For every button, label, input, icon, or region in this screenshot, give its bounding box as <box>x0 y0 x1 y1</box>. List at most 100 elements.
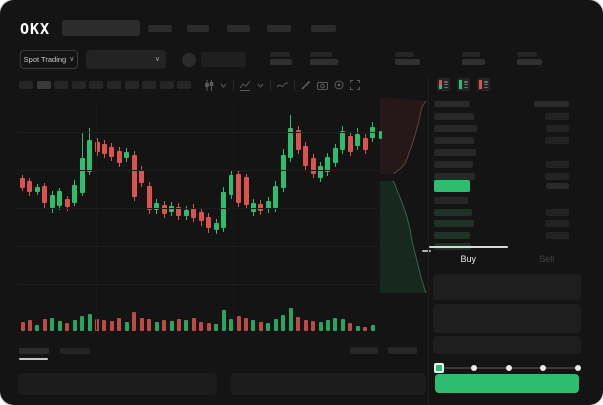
nav-item[interactable] <box>148 25 172 32</box>
candlestick-chart[interactable] <box>18 100 380 300</box>
sell-tab-label: Sell <box>539 254 555 264</box>
timeframe-button[interactable] <box>124 81 139 89</box>
slider-stop[interactable] <box>505 365 512 371</box>
chart-bottom-control[interactable] <box>388 347 417 354</box>
book-combined-icon[interactable] <box>437 78 450 91</box>
gridline <box>18 170 378 171</box>
search-input[interactable] <box>62 20 140 36</box>
nav-item[interactable] <box>187 25 209 32</box>
market-type-selector[interactable]: Spot Trading ∨ <box>20 50 78 69</box>
volume-bar <box>258 322 263 331</box>
chart-bottom-control[interactable] <box>350 347 378 354</box>
chart-bottom-tab[interactable] <box>60 348 90 354</box>
okx-logo: OKX <box>20 20 51 38</box>
candle-body <box>250 203 256 212</box>
candles-icon[interactable] <box>204 79 214 91</box>
timeframe-button[interactable] <box>107 81 121 89</box>
candle-body <box>280 155 286 188</box>
bottom-panel <box>230 373 426 395</box>
volume-bar <box>363 327 368 331</box>
nav-item[interactable] <box>267 25 291 32</box>
settings-icon[interactable] <box>334 80 344 90</box>
timeframe-button[interactable] <box>159 81 174 89</box>
expand-icon[interactable] <box>350 80 360 90</box>
line-type-icon[interactable] <box>277 81 288 89</box>
volume-bar <box>296 317 301 331</box>
buy-submit-button[interactable] <box>435 374 579 393</box>
nav-item[interactable] <box>227 25 250 32</box>
last-price-amount <box>546 183 569 189</box>
chevron-down-icon: ∨ <box>154 56 160 63</box>
trade-tabs: Buy Sell <box>429 246 587 271</box>
chart-bottom-tab[interactable] <box>19 348 49 354</box>
draw-icon[interactable] <box>301 80 311 90</box>
timeframe-button[interactable] <box>19 81 33 89</box>
slider-handle[interactable] <box>434 363 444 373</box>
volume-bar <box>355 326 360 331</box>
coin-icon <box>182 53 196 67</box>
timeframe-button[interactable] <box>54 81 69 89</box>
ask-row-amount <box>545 137 569 144</box>
bid-row-amount <box>546 231 569 239</box>
candle-body <box>206 217 212 228</box>
stat-value <box>395 59 420 65</box>
amount-input[interactable] <box>433 304 581 333</box>
order-book-panel: Buy Sell <box>428 75 603 405</box>
chevron-down-icon[interactable] <box>220 83 227 88</box>
tab-buy[interactable]: Buy <box>429 246 508 271</box>
gridline <box>18 284 378 285</box>
volume-bar <box>162 320 167 331</box>
volume-bar <box>214 324 219 331</box>
volume-bar <box>191 318 196 331</box>
volume-bar <box>311 321 316 331</box>
volume-bar <box>325 320 330 331</box>
candle-body <box>94 142 100 152</box>
last-price-bar <box>434 180 470 192</box>
slider-stop[interactable] <box>540 365 547 371</box>
total-input[interactable] <box>433 336 581 354</box>
volume-bar <box>348 323 353 331</box>
timeframe-button[interactable] <box>142 81 157 89</box>
bid-row-price <box>434 197 468 204</box>
candle-body <box>169 206 174 212</box>
slider-stop[interactable] <box>575 365 581 371</box>
active-tab-indicator <box>429 246 508 248</box>
book-bids-icon[interactable] <box>457 78 470 91</box>
volume-bar <box>251 320 256 331</box>
candle-body <box>221 192 227 228</box>
candle-body <box>79 158 85 193</box>
candle-body <box>27 181 33 192</box>
timeframe-button[interactable] <box>36 81 51 89</box>
candle-body <box>325 157 331 172</box>
candle-body <box>355 134 361 146</box>
volume-bar <box>20 322 25 331</box>
book-asks-icon[interactable] <box>477 78 490 91</box>
stat-value <box>517 59 542 65</box>
bid-row-price <box>434 208 472 216</box>
volume-bar <box>65 323 70 331</box>
slider-stop[interactable] <box>470 365 477 371</box>
price-input[interactable] <box>433 274 581 300</box>
timeframe-button[interactable] <box>177 81 192 89</box>
chevron-down-icon[interactable] <box>257 83 264 88</box>
volume-bar <box>303 320 308 331</box>
ask-row-price <box>434 137 474 144</box>
ask-row-price <box>434 113 474 120</box>
pair-selector[interactable]: ∨ <box>86 50 166 69</box>
ask-row-amount <box>545 173 569 180</box>
nav-item[interactable] <box>311 25 336 32</box>
timeframe-button[interactable] <box>89 81 104 89</box>
last-price-display <box>201 52 246 67</box>
candle-body <box>101 144 107 154</box>
stat-value <box>270 59 292 65</box>
volume-bar <box>206 323 211 331</box>
volume-bar <box>117 318 122 331</box>
indicator-icon[interactable] <box>240 80 251 91</box>
volume-bar <box>87 314 92 331</box>
camera-icon[interactable] <box>317 81 328 90</box>
candle-body <box>362 138 368 150</box>
timeframe-button[interactable] <box>71 81 86 89</box>
ask-row-amount <box>545 113 569 120</box>
candle-body <box>213 223 219 230</box>
tab-sell[interactable]: Sell <box>508 247 587 271</box>
